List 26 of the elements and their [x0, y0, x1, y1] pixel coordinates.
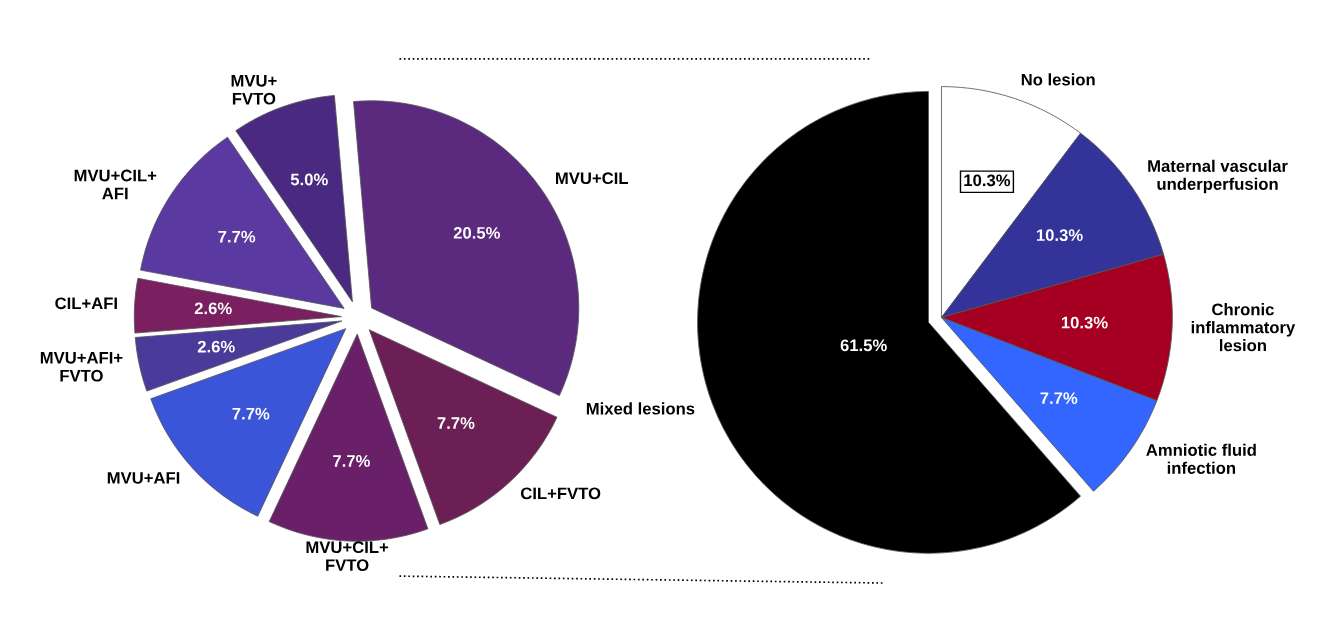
slice-label: MVU+ FVTO	[231, 75, 277, 105]
slice-label: Maternal vascular underperfusion	[1148, 159, 1288, 194]
slice-label: MVU+CIL	[556, 172, 628, 185]
data-label: 7.7%	[218, 230, 256, 243]
data-label: 20.5%	[453, 226, 501, 239]
data-label: 7.7%	[437, 417, 475, 429]
slice-label: CIL+FVTO	[520, 487, 601, 500]
data-label: 61.5%	[840, 339, 887, 352]
slice-label: Amniotic fluid infection	[1146, 443, 1256, 474]
data-label: 10.3%	[1036, 229, 1083, 242]
data-label: 10.3%	[964, 174, 1011, 187]
slice-label: MVU+AFI	[107, 472, 180, 484]
data-label: 10.3%	[1061, 316, 1108, 329]
slice-label: Mixed lesions	[586, 402, 695, 415]
slice-label: MVU+AFI+ FVTO	[40, 352, 123, 382]
slice-label: No lesion	[1021, 73, 1095, 86]
data-label: 7.7%	[1040, 392, 1078, 404]
slice-label: MVU+CIL+ AFI	[74, 169, 157, 200]
slice-label: Chronic inflammatory lesion	[1191, 303, 1296, 352]
slice-label: CIL+AFI	[55, 297, 117, 310]
data-label: 7.7%	[333, 455, 370, 467]
data-label: 2.6%	[194, 302, 232, 315]
slice-label: MVU+CIL+ FVTO	[306, 541, 389, 572]
data-label: 5.0%	[290, 173, 328, 186]
data-label: 2.6%	[197, 340, 235, 353]
data-label: 7.7%	[232, 407, 270, 420]
